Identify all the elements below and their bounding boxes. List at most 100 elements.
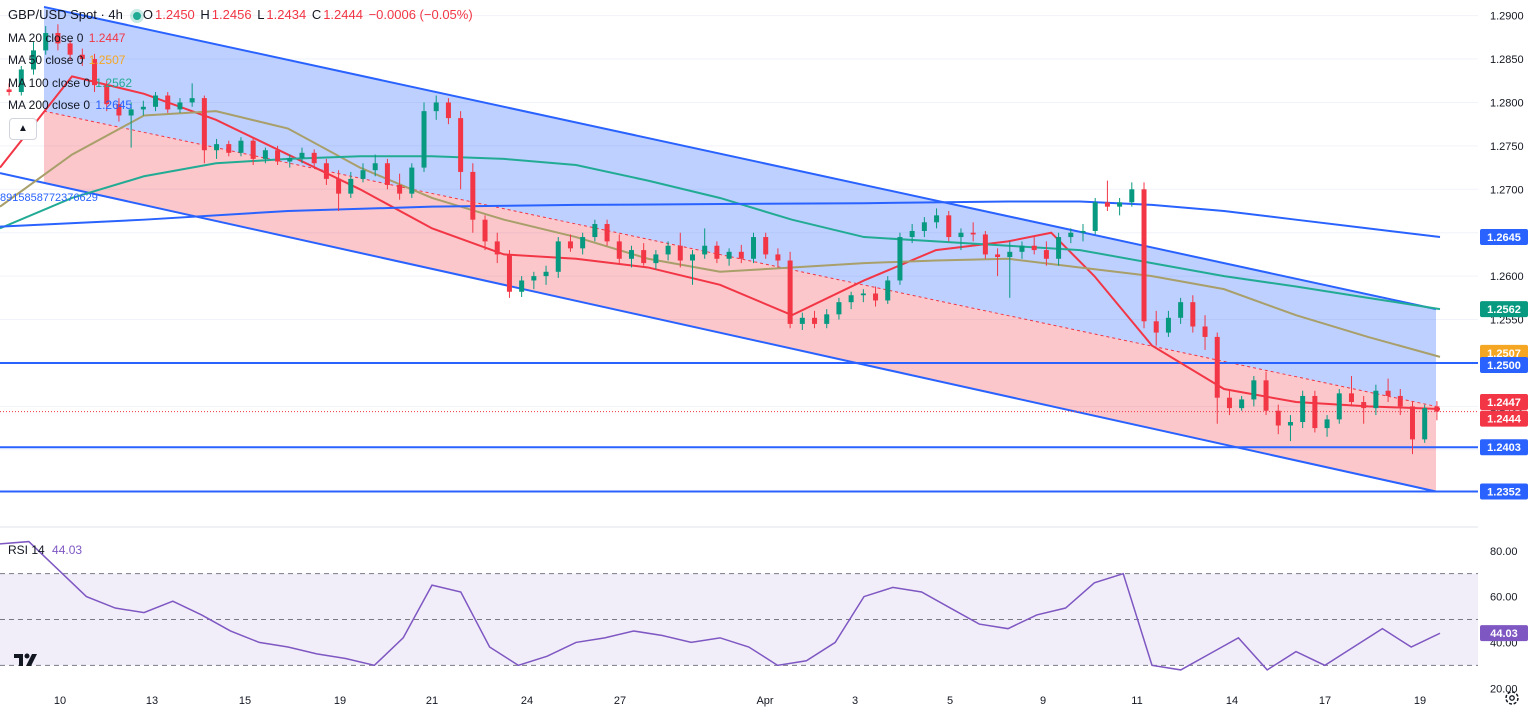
candle-body-53 (653, 254, 659, 264)
time-tick-0: 10 (54, 695, 66, 707)
candle-body-108 (1324, 419, 1330, 429)
candle-body-36 (445, 102, 451, 119)
candle-body-49 (604, 224, 610, 242)
legend-ma200-value: 1.2645 (95, 98, 133, 112)
candle-body-103 (1263, 380, 1269, 411)
candle-body-65 (799, 317, 805, 324)
candle-body-46 (567, 241, 573, 249)
low-label: L (257, 7, 265, 22)
candle-body-93 (1141, 189, 1147, 322)
candle-body-90 (1104, 202, 1110, 207)
rsi-tick-0: 80.00 (1490, 546, 1518, 558)
candle-body-115 (1409, 406, 1415, 440)
candle-body-26 (323, 163, 329, 179)
candle-body-110 (1348, 393, 1354, 403)
price-label-bg-0 (1480, 229, 1528, 246)
candle-body-88 (1080, 230, 1086, 233)
legend-ma100[interactable]: MA 100 close 0 1.2562 (0, 72, 475, 95)
overflow-label: 8915858772376629 (0, 192, 98, 204)
candle-body-16 (201, 98, 207, 151)
legend-ma50-value: 1.2507 (88, 53, 126, 67)
candle-body-13 (165, 95, 171, 110)
candle-body-104 (1275, 410, 1281, 426)
symbol-row[interactable]: GBP/USD Spot · 4h O 1.2450 H 1.2456 L 1.2434… (0, 4, 475, 27)
candle-body-8 (104, 85, 110, 105)
legend-ma200-label: MA 200 close 0 (8, 98, 91, 112)
candle-body-77 (946, 215, 952, 238)
candle-body-82 (1007, 251, 1013, 258)
time-tick-14: 19 (1414, 695, 1426, 707)
candle-body-18 (226, 144, 232, 153)
candle-body-59 (726, 251, 732, 259)
price-label-4: 1.2447 (1487, 397, 1521, 409)
candle-body-32 (397, 184, 403, 194)
candle-body-62 (763, 237, 769, 255)
market-status-icon (132, 11, 141, 20)
price-label-6: 1.2403 (1487, 442, 1521, 454)
candle-body-39 (482, 219, 488, 242)
candle-body-51 (628, 250, 634, 259)
high-label: H (200, 7, 210, 22)
candle-body-1 (18, 69, 24, 93)
candle-body-76 (934, 215, 940, 223)
time-tick-2: 15 (239, 695, 251, 707)
candle-body-64 (787, 260, 793, 324)
candle-body-61 (751, 237, 757, 259)
settings-gear-icon[interactable] (1503, 689, 1521, 707)
high-value: 1.2456 (211, 7, 252, 22)
channel-upper-line (43, 5, 1437, 311)
legend-ma100-label: MA 100 close 0 (8, 75, 91, 90)
candle-body-95 (1165, 317, 1171, 333)
horizontal-levels (0, 361, 1478, 493)
tradingview-logo-icon[interactable] (12, 648, 42, 672)
candle-body-105 (1287, 422, 1293, 426)
ma-line-ma200 (0, 200, 1441, 239)
candle-body-71 (873, 293, 879, 301)
candle-body-24 (299, 152, 305, 159)
candle-body-109 (1336, 393, 1342, 420)
candle-body-45 (555, 241, 561, 272)
legend-ma50-label: MA 50 close 0 (8, 53, 84, 67)
candle-body-37 (458, 118, 464, 172)
candle-body-102 (1251, 380, 1257, 400)
candle-body-3 (43, 32, 49, 51)
price-label-bg-4 (1480, 393, 1528, 410)
legend-ma200[interactable]: MA 200 close 0 1.2645 (0, 94, 475, 117)
time-tick-7: Apr (756, 695, 773, 707)
channel-upper-fill (44, 6, 1436, 407)
candle-body-15 (189, 98, 195, 103)
rsi-legend[interactable]: RSI 14 44.03 (8, 543, 82, 557)
candle-body-66 (812, 317, 818, 324)
candle-body-47 (580, 237, 586, 249)
candle-body-83 (1019, 245, 1025, 252)
candle-body-87 (1068, 232, 1074, 238)
price-tick-2: 1.2800 (1490, 97, 1524, 109)
ma-line-ma50 (0, 110, 1441, 358)
candle-body-10 (128, 109, 134, 116)
candle-body-38 (470, 171, 476, 220)
time-tick-10: 9 (1040, 695, 1046, 707)
channel-lower-line (0, 172, 1437, 493)
candle-body-0 (6, 89, 12, 93)
time-tick-4: 21 (426, 695, 438, 707)
candlesticks (6, 24, 1440, 455)
legend-ma20[interactable]: MA 20 close 0 1.2447 (0, 27, 475, 50)
candle-body-84 (1031, 245, 1037, 251)
symbol-title[interactable]: GBP/USD Spot · 4h (8, 7, 123, 22)
open-value: 1.2450 (155, 7, 195, 22)
candle-body-81 (995, 254, 1001, 258)
candle-body-35 (433, 102, 439, 112)
collapse-legend-button[interactable]: ▲ (9, 118, 37, 140)
price-label-bg-3 (1480, 356, 1528, 373)
legend-ma50[interactable]: MA 50 close 0 1.2507 (0, 49, 475, 72)
candle-body-23 (287, 158, 293, 162)
time-tick-3: 19 (334, 695, 346, 707)
candle-body-94 (1153, 321, 1159, 333)
candle-body-43 (531, 276, 537, 281)
candle-body-31 (384, 163, 390, 185)
ma-line-ma100 (0, 155, 1441, 311)
candle-body-89 (1092, 202, 1098, 231)
candle-body-67 (824, 314, 830, 324)
candle-body-28 (348, 178, 354, 194)
